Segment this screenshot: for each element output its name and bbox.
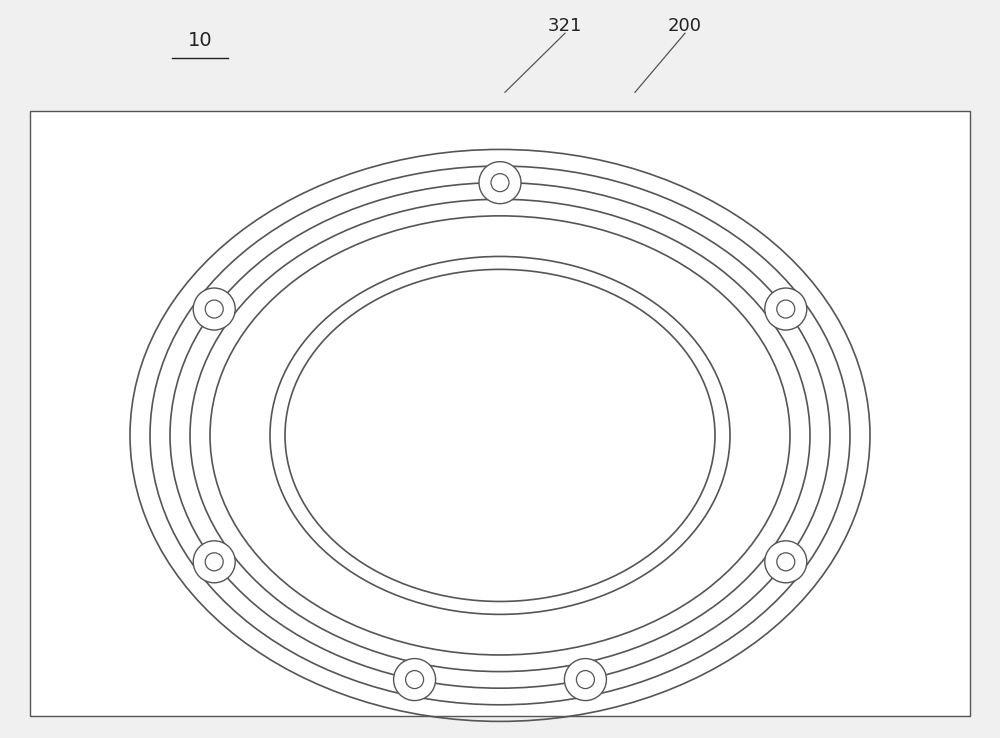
Ellipse shape xyxy=(193,288,235,330)
Ellipse shape xyxy=(564,658,606,700)
Ellipse shape xyxy=(777,300,795,318)
Ellipse shape xyxy=(576,671,594,689)
Ellipse shape xyxy=(491,173,509,192)
Bar xyxy=(30,111,970,716)
Ellipse shape xyxy=(765,541,807,583)
Text: 321: 321 xyxy=(548,17,582,35)
Ellipse shape xyxy=(205,300,223,318)
Ellipse shape xyxy=(394,658,436,700)
Text: 200: 200 xyxy=(668,17,702,35)
Ellipse shape xyxy=(765,288,807,330)
Ellipse shape xyxy=(406,671,424,689)
Text: 10: 10 xyxy=(188,31,212,50)
Ellipse shape xyxy=(479,162,521,204)
Ellipse shape xyxy=(205,553,223,570)
Ellipse shape xyxy=(777,553,795,570)
Ellipse shape xyxy=(193,541,235,583)
